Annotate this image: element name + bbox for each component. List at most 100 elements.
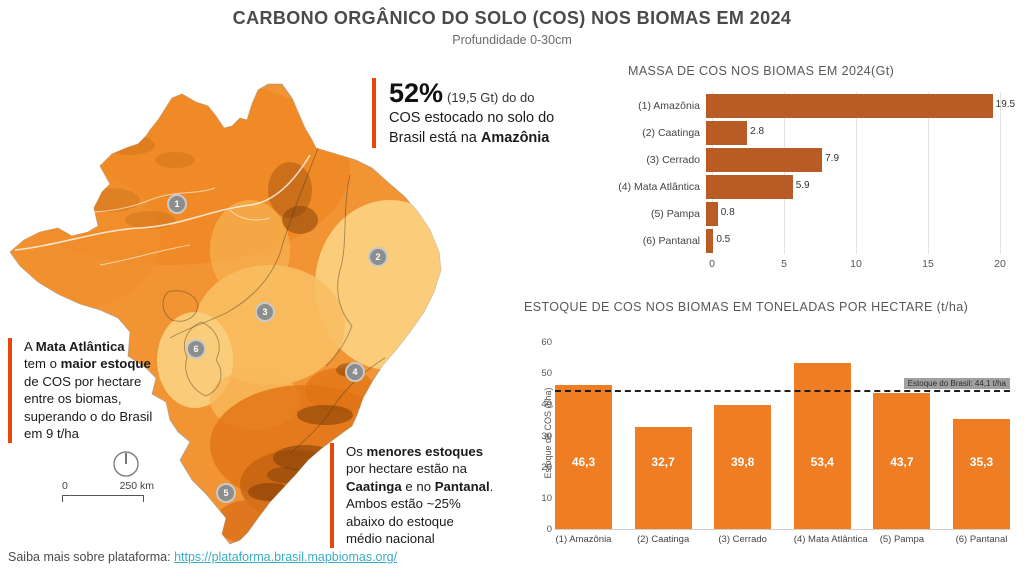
chart-mass-title: MASSA DE COS NOS BIOMAS EM 2024(Gt) [628, 64, 895, 78]
bar-row-label: (4) Mata Atlântica [618, 180, 700, 193]
note-menores-estoques: Os menores estoques por hectare estão na… [330, 443, 496, 548]
bar-value-label: 0.8 [720, 206, 735, 218]
bar-row-plot: 0.5 [706, 228, 1000, 253]
bar [555, 384, 612, 529]
bar-row-plot: 0.8 [706, 201, 1000, 226]
bar [706, 201, 718, 226]
highlight-52pct: 52% (19,5 Gt) do do COS estocado no solo … [372, 78, 604, 149]
y-tick-label: 10 [541, 492, 552, 504]
bar-value-label: 7.9 [825, 152, 840, 164]
x-category-label: (1) Amazônia [555, 534, 612, 545]
platform-link[interactable]: https://plataforma.brasil.mapbiomas.org/ [174, 550, 398, 564]
chart-stock-cos: ESTOQUE DE COS NOS BIOMAS EM TONELADAS P… [518, 300, 1022, 556]
x-category-label: (6) Pantanal [955, 534, 1008, 545]
note-mata-atlantica: A Mata Atlântica tem o maior estoque de … [8, 338, 176, 443]
page-subtitle: Profundidade 0-30cm [452, 33, 572, 47]
bar-value-label: 39,8 [731, 455, 755, 469]
map-scale-bar: 0 250 km [62, 480, 154, 502]
bar-row-plot: 2.8 [706, 120, 1000, 145]
x-tick-label: 5 [781, 258, 787, 270]
map-marker-6: 6 [186, 339, 206, 359]
bar [706, 228, 714, 253]
bar-row-plot: 19.5 [706, 93, 1015, 118]
bar-row: (6) Pantanal 0.5 [616, 227, 1022, 254]
gridline [784, 92, 785, 254]
bar-value-label: 0.5 [716, 233, 731, 245]
map-marker-3: 3 [255, 302, 275, 322]
scale-bar-bracket [62, 495, 144, 502]
x-tick-label: 10 [850, 258, 862, 270]
bar-group: 39,8 [714, 343, 772, 529]
bar-value-label: 2.8 [750, 125, 765, 137]
bar-row-label: (6) Pantanal [642, 234, 700, 247]
scale-zero-label: 0 [62, 480, 68, 492]
x-category-label: (3) Cerrado [718, 534, 767, 545]
y-tick-label: 50 [541, 368, 552, 380]
bar-row: (5) Pampa 0.8 [616, 200, 1022, 227]
gridline [928, 92, 929, 254]
x-tick-label: 20 [994, 258, 1006, 270]
x-tick-label: 0 [709, 258, 715, 270]
chart-mass-gridlines [712, 92, 1001, 254]
bar-row-plot: 5.9 [706, 174, 1000, 199]
scale-distance-label: 250 km [119, 480, 154, 492]
highlight-gt-value: (19,5 Gt) do do [447, 90, 535, 105]
bar [714, 404, 772, 529]
bar-group: 32,7 [634, 343, 692, 529]
bar-value-label: 32,7 [651, 455, 675, 469]
x-category-label: (4) Mata Atlântica [793, 534, 868, 545]
bar [793, 362, 851, 529]
bar-row-label: (1) Amazônia [638, 99, 700, 112]
y-tick-label: 60 [541, 337, 552, 348]
bar-value-label: 5.9 [795, 179, 810, 191]
y-tick-label: 0 [546, 524, 552, 535]
bar [706, 147, 823, 172]
bar-group: 46,3 [555, 343, 612, 529]
brazil-soc-map: 1 2 3 4 5 6 0 250 km [0, 60, 460, 546]
y-tick-label: 30 [541, 430, 552, 442]
bar-value-label: 53,4 [810, 455, 834, 469]
bar-row: (2) Caatinga 2.8 [616, 119, 1022, 146]
x-category-label: (2) Caatinga [636, 534, 690, 545]
bar-row-label: (5) Pampa [650, 207, 700, 220]
gridline [1000, 92, 1001, 254]
bar [873, 392, 931, 529]
national-average-dashed-line [555, 389, 1010, 392]
bar-row-label: (2) Caatinga [642, 126, 700, 139]
bar-value-label: 43,7 [890, 455, 914, 469]
bar [634, 427, 692, 529]
highlight-percentage: 52% [389, 78, 444, 108]
chart-stock-plot: 46,3 32,7 39,8 53,4 43,7 35,3 Estoque do Brasi… [555, 343, 1010, 530]
bar-value-label: 19.5 [995, 98, 1016, 110]
bars-area: 46,3 32,7 39,8 53,4 43,7 35,3 [555, 343, 1010, 529]
north-arrow-icon [112, 450, 140, 478]
bar-row: (1) Amazônia 19.5 [616, 92, 1022, 119]
bar [706, 93, 993, 118]
bar-value-label: 35,3 [969, 455, 994, 469]
chart-stock-x-labels: (1) Amazônia (2) Caatinga (3) Cerrado (4) M… [555, 534, 1010, 545]
y-tick-label: 40 [541, 399, 552, 411]
highlight-text-line3: Brasil está na Amazônia [389, 129, 550, 146]
bar [706, 120, 748, 145]
bar [706, 174, 793, 199]
bar [952, 418, 1010, 529]
bar-row: (4) Mata Atlântica 5.9 [616, 173, 1022, 200]
bar-group: 53,4 [793, 343, 851, 529]
map-marker-5: 5 [216, 483, 236, 503]
map-marker-4: 4 [345, 362, 365, 382]
brazil-map-image [9, 83, 442, 545]
highlight-text-line2: COS estocado no solo do [389, 110, 555, 126]
chart-stock-y-ticks: 0 10 20 30 40 50 60 [526, 337, 552, 535]
national-average-label: Estoque do Brasil: 44,1 t/ha [903, 377, 1010, 389]
chart-stock-title: ESTOQUE DE COS NOS BIOMAS EM TONELADAS P… [524, 300, 969, 314]
gridline [712, 92, 713, 254]
chart-mass-x-axis: 0 5 10 15 20 [709, 258, 1006, 274]
bar-group: 35,3 [952, 343, 1010, 529]
map-marker-2: 2 [368, 247, 388, 267]
footer-text: Saiba mais sobre plataforma: [8, 550, 175, 564]
x-tick-label: 15 [922, 258, 934, 270]
gridline [856, 92, 857, 254]
chart-mass-cos: MASSA DE COS NOS BIOMAS EM 2024(Gt) (1) … [616, 64, 1022, 282]
bar-value-label: 46,3 [571, 455, 596, 469]
